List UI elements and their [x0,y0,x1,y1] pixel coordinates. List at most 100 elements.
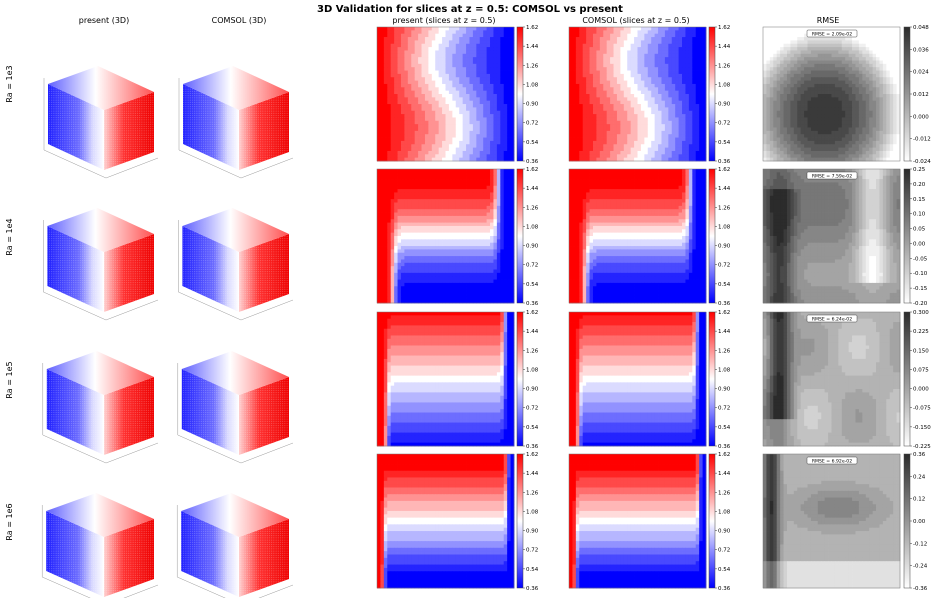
heatmap-cell [866,61,870,65]
heatmap-cell [422,64,426,68]
heatmap-cell [828,131,832,135]
heatmap-cell [777,117,781,121]
heatmap-cell [832,74,836,78]
heatmap-cell [473,138,477,142]
heatmap-cell [411,114,415,118]
heatmap-cell [866,131,870,135]
heatmap-cell [661,84,665,88]
heatmap-cell [572,27,576,31]
colorbar-tick-label: 1.08 [526,82,539,88]
heatmap-cell [787,144,791,148]
heatmap-cell [377,144,381,148]
heatmap-cell [873,37,877,41]
heatmap-cell [439,87,443,91]
heatmap-cell [672,94,676,98]
heatmap-cell [849,87,853,91]
heatmap-cell [408,131,412,135]
heatmap-cell [773,154,777,158]
heatmap-cell [675,94,679,98]
heatmap-cell [644,54,648,58]
heatmap-cell [603,71,607,75]
heatmap-cell [825,81,829,85]
heatmap-cell [696,121,700,125]
heatmap-cell [641,37,645,41]
heatmap-cell [576,87,580,91]
heatmap-cell [890,114,894,118]
heatmap-cell [883,121,887,125]
heatmap-cell [763,84,767,88]
heatmap-cell [449,117,453,121]
heatmap-cell [415,121,419,125]
heatmap-cell [480,91,484,95]
heatmap-cell [593,101,597,105]
heatmap-cell [384,154,388,158]
heatmap-cell [866,27,870,31]
heatmap-cell [811,97,815,101]
heatmap-cell [446,84,450,88]
heatmap-cell [569,84,573,88]
heatmap-cell [586,40,590,44]
colorbar-tick-label: 0.90 [526,102,539,108]
heatmap-cell [818,134,822,138]
heatmap-cell [569,151,573,155]
heatmap-cell [627,107,631,111]
heatmap-cell [459,114,463,118]
heatmap-cell [780,117,784,121]
heatmap-cell [770,104,774,108]
heatmap-cell [811,134,815,138]
heatmap-cell [886,61,890,65]
heatmap-cell [696,50,700,54]
heatmap-cell [497,97,501,101]
heatmap-cell [452,67,456,71]
heatmap-cell [449,40,453,44]
heatmap-cell [876,104,880,108]
heatmap-cell [394,40,398,44]
heatmap-cell [507,71,511,75]
heatmap-cell [832,148,836,152]
heatmap-cell [586,114,590,118]
heatmap-cell [797,111,801,115]
heatmap-cell [766,151,770,155]
heatmap-cell [500,117,504,121]
heatmap-cell [808,104,812,108]
heatmap-cell [883,117,887,121]
heatmap-cell [428,172,432,176]
heatmap-cell [500,104,504,108]
heatmap-cell [797,61,801,65]
heatmap-cell [624,141,628,145]
heatmap-cell [770,47,774,51]
heatmap-cell [651,117,655,121]
heatmap-cell [425,57,429,61]
heatmap-cell [408,144,412,148]
heatmap-cell [886,94,890,98]
heatmap-cell [408,34,412,38]
heatmap-cell [886,151,890,155]
heatmap-cell [869,40,873,44]
heatmap-cell [852,87,856,91]
heatmap-cell [766,54,770,58]
heatmap-cell [685,144,689,148]
heatmap-cell [446,40,450,44]
heatmap-cell [384,87,388,91]
heatmap-cell [766,134,770,138]
heatmap-cell [507,87,511,91]
heatmap-cell [614,34,618,38]
heatmap-cell [610,50,614,54]
heatmap-cell [425,97,429,101]
heatmap-cell [631,44,635,48]
heatmap-cell [682,30,686,34]
heatmap-cell [607,134,611,138]
heatmap-cell [655,124,659,128]
heatmap-cell [804,141,808,145]
heatmap-cell [418,151,422,155]
heatmap-cell [797,84,801,88]
heatmap-cell [398,54,402,58]
heatmap-cell [638,107,642,111]
heatmap-cell [814,141,818,145]
heatmap-cell [487,97,491,101]
heatmap-cell [804,50,808,54]
heatmap-cell [418,101,422,105]
heatmap-cell [600,114,604,118]
heatmap-cell [821,40,825,44]
heatmap-cell [469,172,473,176]
